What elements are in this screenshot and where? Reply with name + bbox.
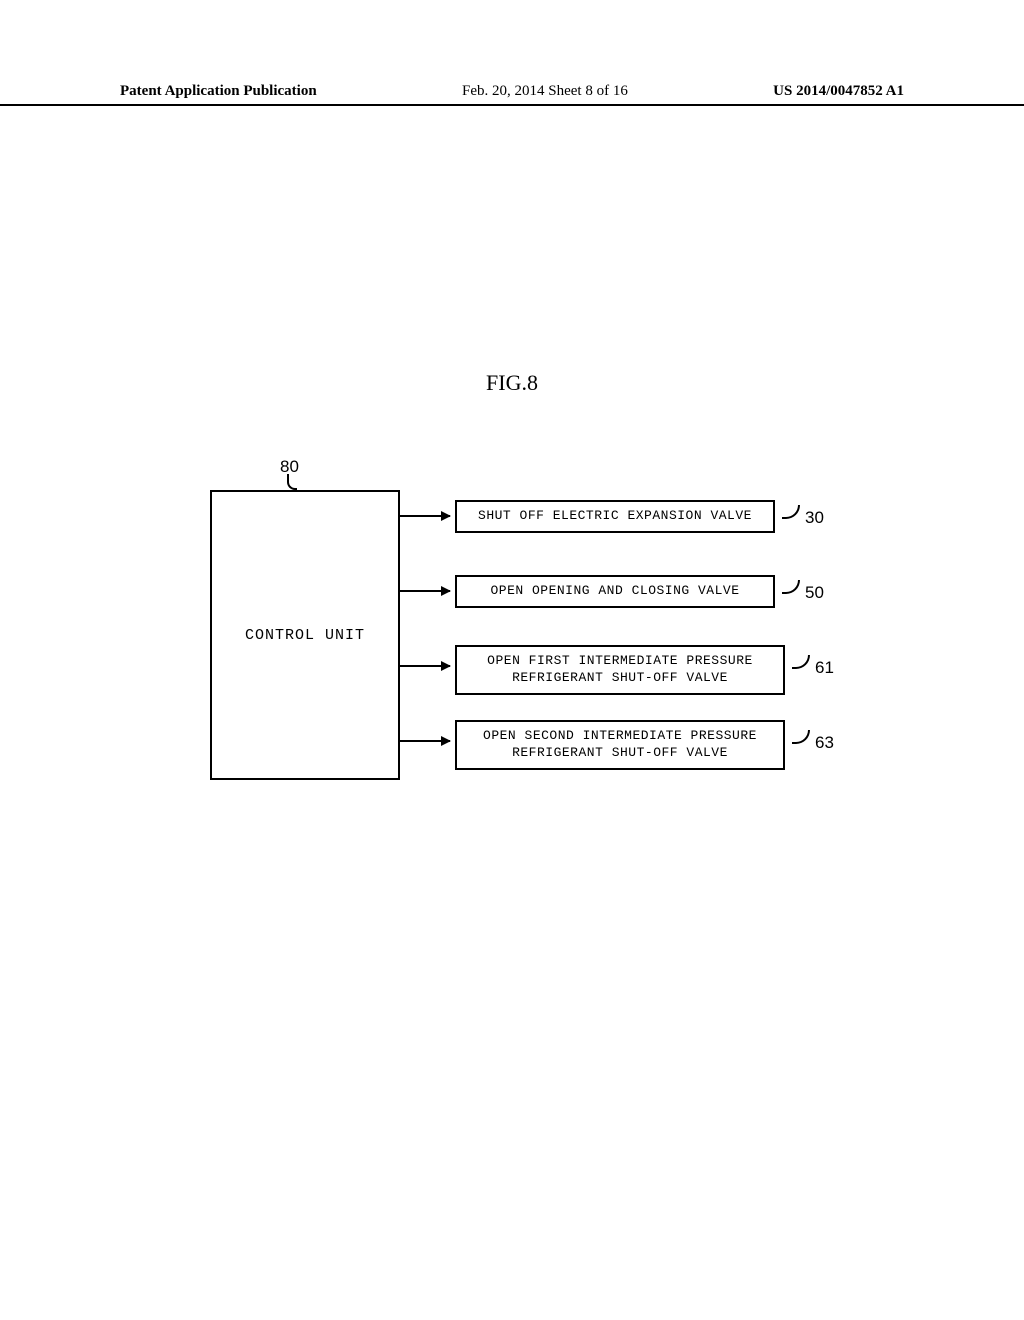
- arrow-1: [400, 515, 450, 517]
- action-box-1: SHUT OFF ELECTRIC EXPANSION VALVE: [455, 500, 775, 533]
- header-center: Feb. 20, 2014 Sheet 8 of 16: [462, 83, 628, 100]
- control-unit-label: CONTROL UNIT: [245, 627, 365, 644]
- action-box-3: OPEN FIRST INTERMEDIATE PRESSURE REFRIGE…: [455, 645, 785, 695]
- ref-label-3: 61: [815, 658, 834, 678]
- header-right: US 2014/0047852 A1: [773, 83, 904, 100]
- ref-label-1: 30: [805, 508, 824, 528]
- header-left: Patent Application Publication: [120, 83, 317, 100]
- ref-tick-4: [792, 730, 810, 744]
- arrow-3: [400, 665, 450, 667]
- arrow-2: [400, 590, 450, 592]
- control-diagram: 80 CONTROL UNIT SHUT OFF ELECTRIC EXPANS…: [210, 460, 830, 810]
- annotation-tick: [287, 474, 297, 490]
- action-box-4: OPEN SECOND INTERMEDIATE PRESSURE REFRIG…: [455, 720, 785, 770]
- arrow-4: [400, 740, 450, 742]
- figure-title: FIG.8: [0, 370, 1024, 396]
- action-box-2: OPEN OPENING AND CLOSING VALVE: [455, 575, 775, 608]
- ref-tick-3: [792, 655, 810, 669]
- ref-tick-1: [782, 505, 800, 519]
- ref-label-4: 63: [815, 733, 834, 753]
- ref-label-2: 50: [805, 583, 824, 603]
- page-header: Patent Application Publication Feb. 20, …: [0, 83, 1024, 106]
- ref-tick-2: [782, 580, 800, 594]
- header-row: Patent Application Publication Feb. 20, …: [0, 83, 1024, 100]
- control-unit-box: CONTROL UNIT: [210, 490, 400, 780]
